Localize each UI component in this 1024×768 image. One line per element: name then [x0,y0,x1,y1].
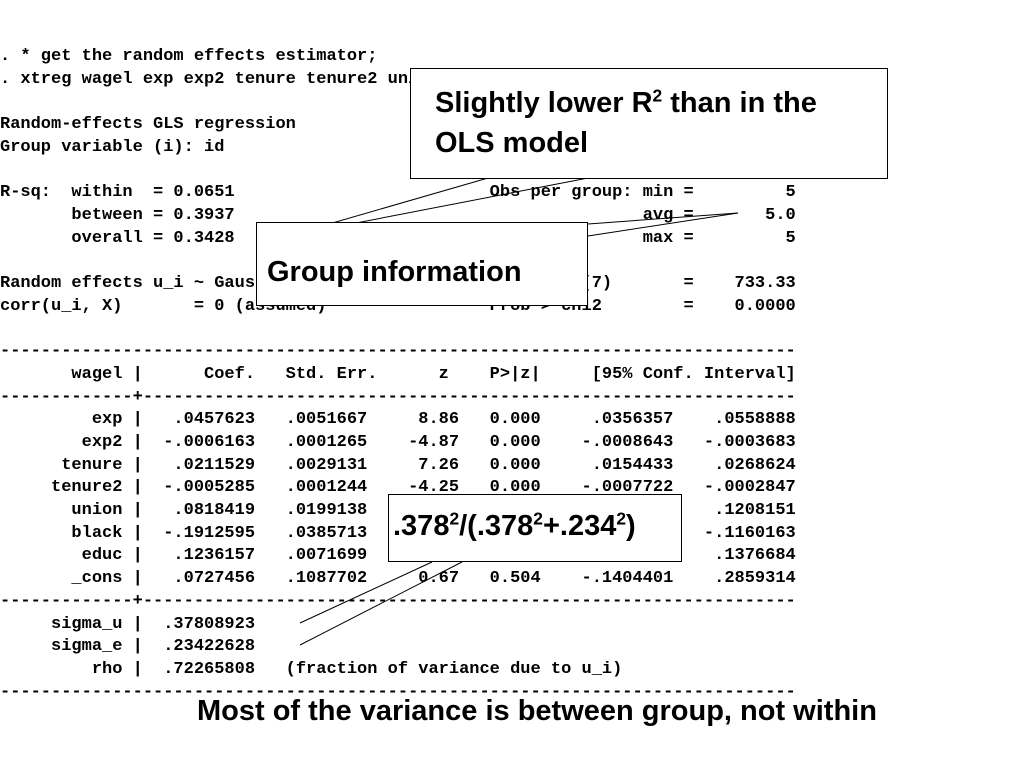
rho-pointer-b [299,561,463,646]
output-line: sigma_u | .37808923 [0,614,256,634]
output-line: wagel | Coef. Std. Err. z P>|z| [95% Con… [0,364,796,384]
rho-pointer-a [299,561,433,624]
footer-note: Most of the variance is between group, n… [197,695,877,727]
output-line: ----------------------------------------… [0,682,796,702]
output-line: _cons | .0727456 .1087702 0.67 0.504 -.1… [0,569,796,589]
group-info-callout: Group information [256,222,588,306]
r2-callout: Slightly lower R2 than in the OLS model [410,68,888,179]
output-line: R-sq: within = 0.0651 Obs per group: min… [0,183,796,203]
r2-callout-line1: Slightly lower R2 than in the [435,85,817,119]
output-line: -------------+--------------------------… [0,387,796,407]
output-line: overall = 0.3428 max = 5 [71,228,796,248]
output-line: -------------+--------------------------… [0,591,796,611]
output-line: tenure2 | -.0005285 .0001244 -4.25 0.000… [0,478,796,498]
output-line: exp2 | -.0006163 .0001265 -4.87 0.000 -.… [0,432,796,452]
output-line: exp | .0457623 .0051667 8.86 0.000 .0356… [0,410,796,430]
output-line: ----------------------------------------… [0,342,796,362]
group-pointer-b [587,212,739,237]
output-line: between = 0.3937 avg = 5.0 [0,205,796,225]
output-line: tenure | .0211529 .0029131 7.26 0.000 .0… [0,455,796,475]
r2-callout-line2: OLS model [435,127,589,159]
output-line: . * get the random effects estimator; [0,47,378,66]
output-line: sigma_e | .23422628 [0,637,256,657]
output-line: rho | .72265808 (fraction of variance du… [0,659,623,679]
group-pointer-a [587,212,739,225]
rho-formula-callout: .3782/(.3782+.2342) [388,494,682,562]
